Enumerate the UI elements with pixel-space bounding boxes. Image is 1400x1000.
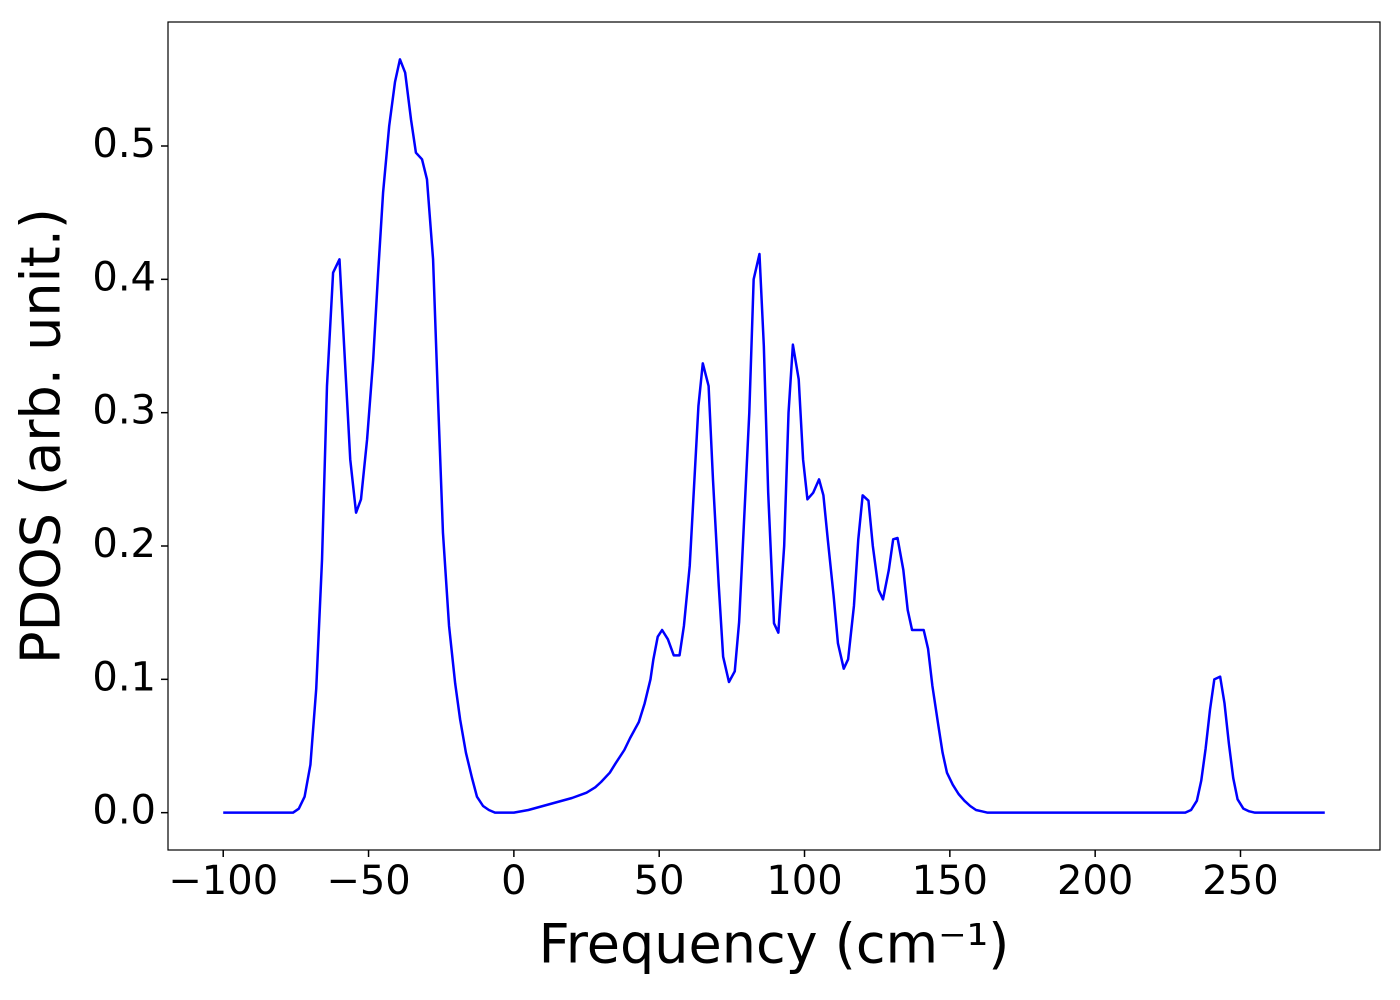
y-tick-label: 0.3 — [92, 388, 156, 434]
x-tick-label: −100 — [168, 858, 278, 904]
x-tick-label: 200 — [1057, 858, 1133, 904]
x-tick-label: 250 — [1202, 858, 1278, 904]
x-tick-label: 0 — [501, 858, 526, 904]
y-tick-label: 0.4 — [92, 254, 156, 300]
x-tick-label: 150 — [912, 858, 988, 904]
y-tick-label: 0.5 — [92, 121, 156, 167]
plot-frame — [167, 21, 1381, 851]
y-tick-label: 0.0 — [92, 788, 156, 834]
x-axis-label: Frequency (cm⁻¹) — [539, 913, 1010, 976]
y-tick-label: 0.1 — [92, 654, 156, 700]
line — [223, 58, 1325, 814]
y-tick-label: 0.2 — [92, 521, 156, 567]
x-tick-label: 100 — [766, 858, 842, 904]
x-tick-label: 50 — [634, 858, 685, 904]
x-tick-label: −50 — [326, 858, 410, 904]
y-axis-label: PDOS (arb. unit.) — [10, 208, 73, 664]
